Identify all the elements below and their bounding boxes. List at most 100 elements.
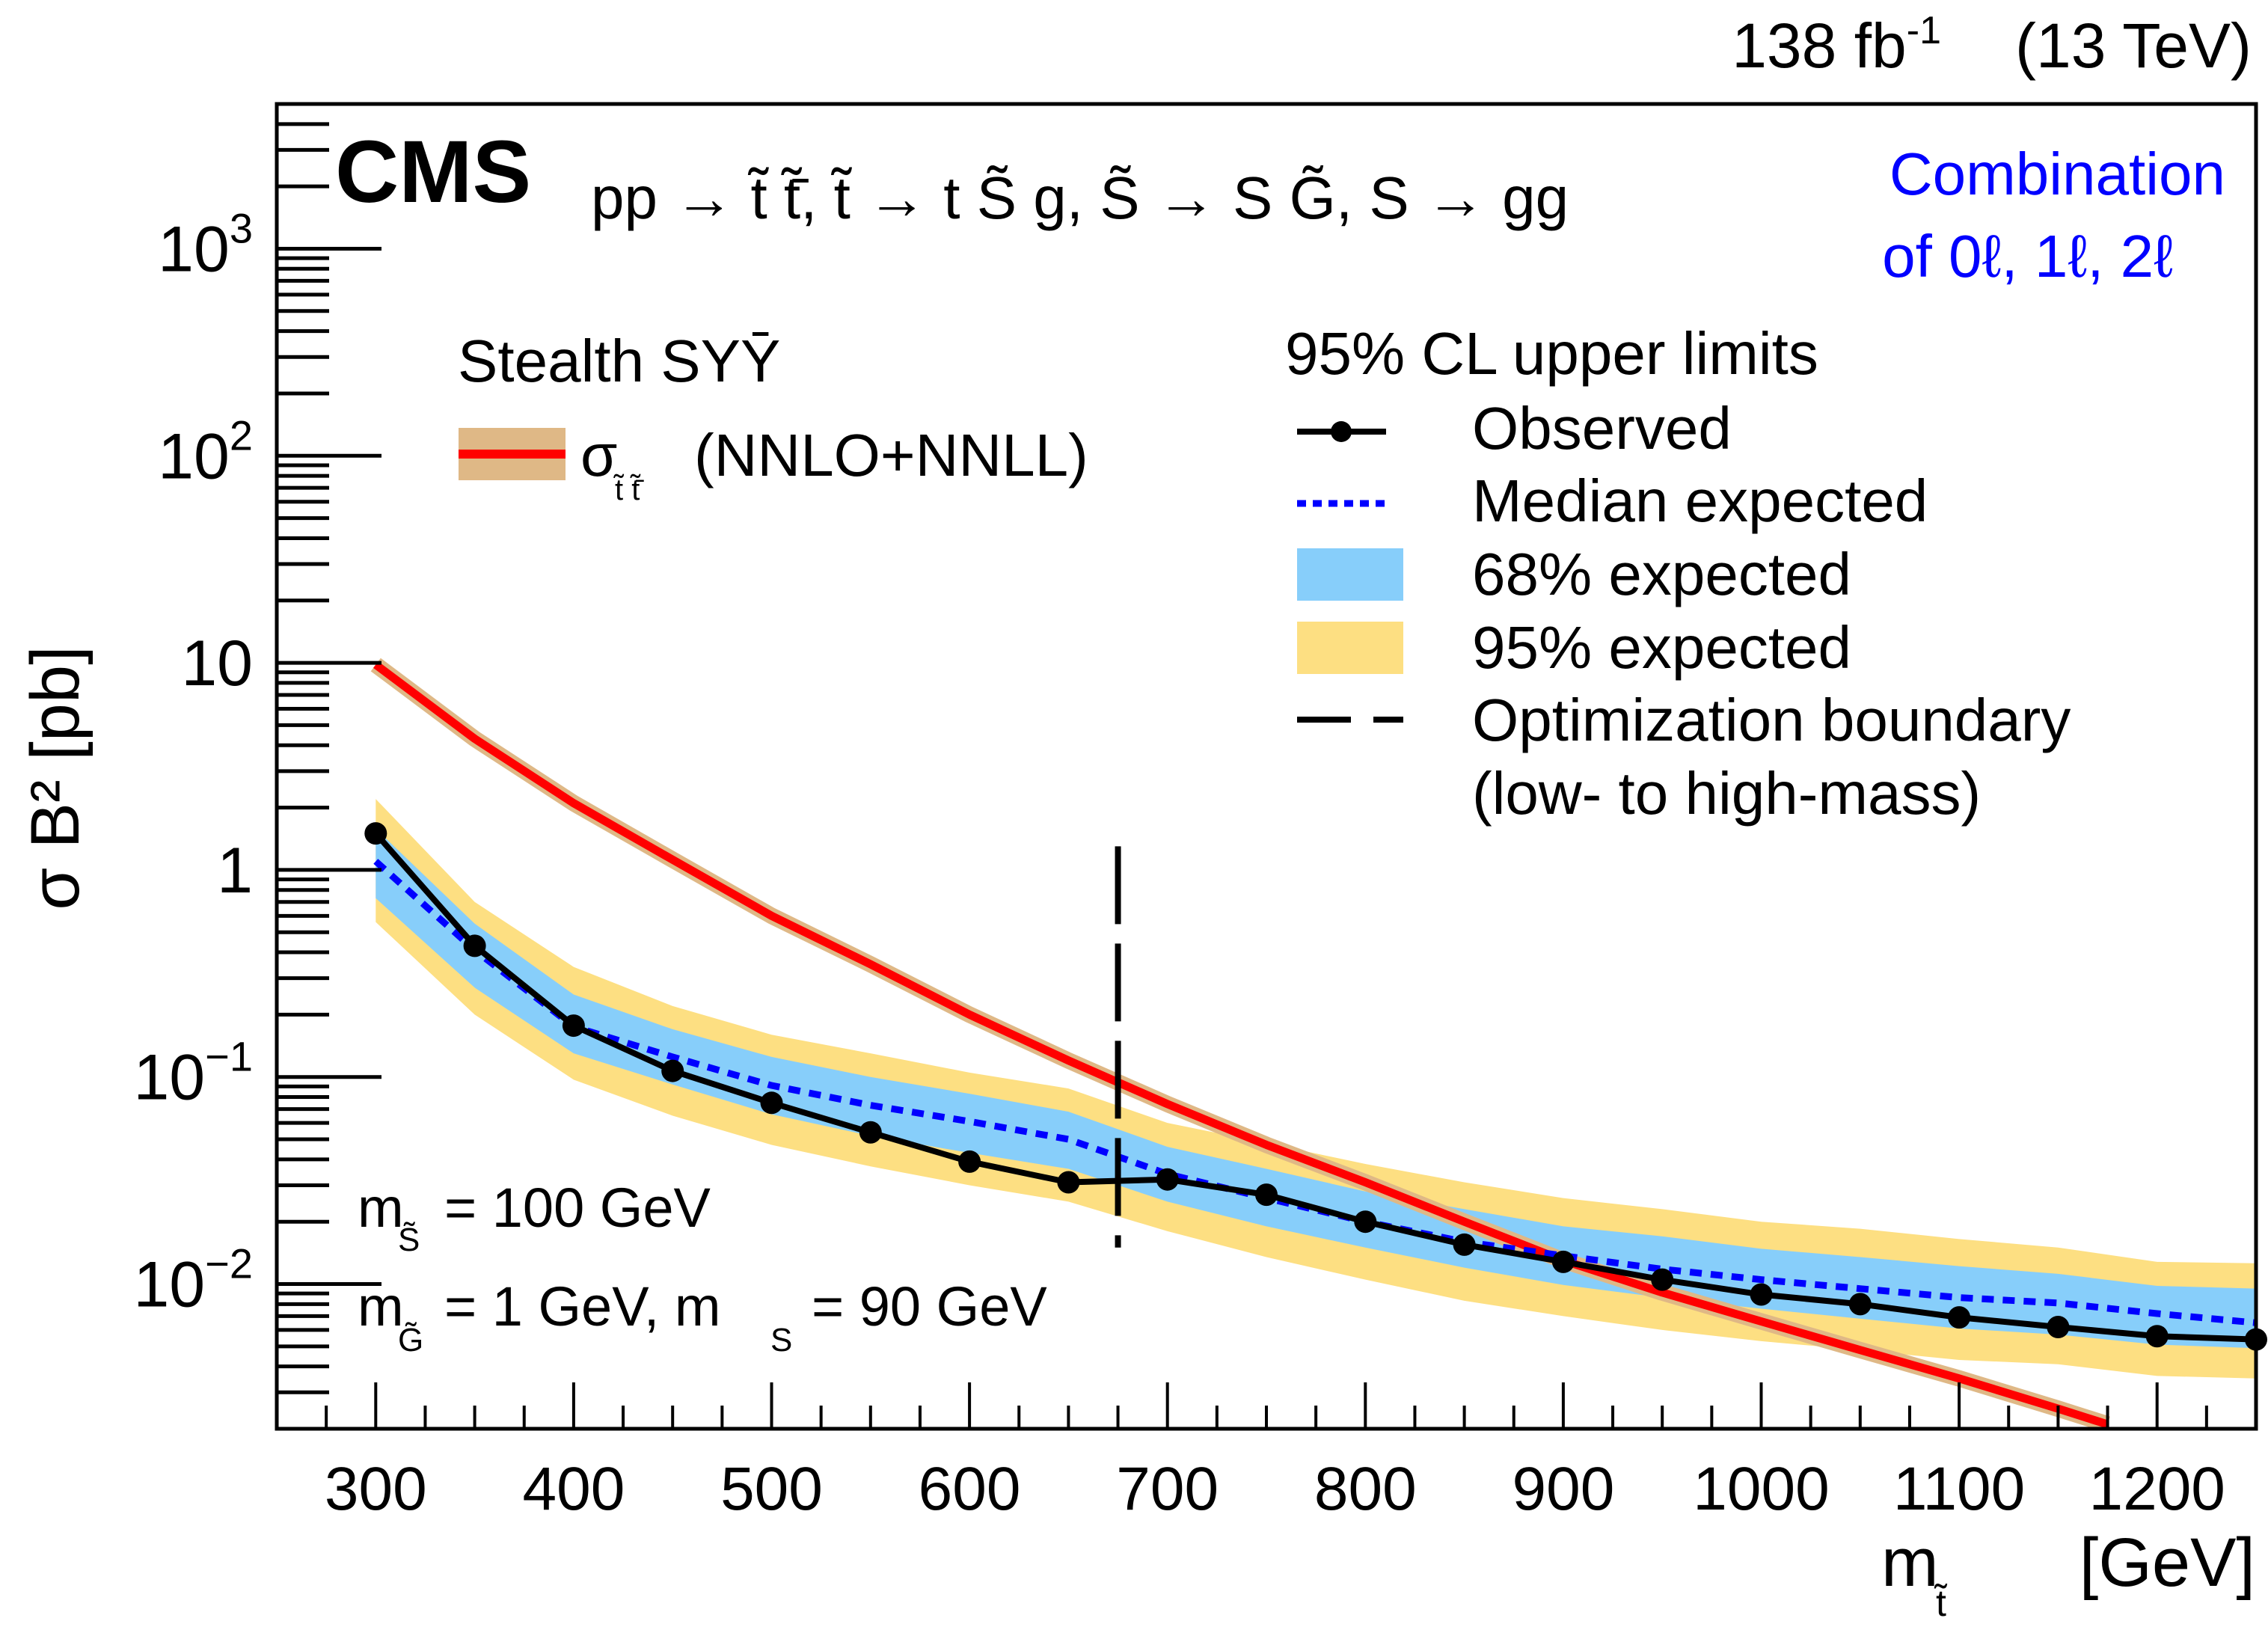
y-tick-label-exponent: −2 [205,1240,253,1287]
expected-bands [376,799,2256,1379]
observed-point [1848,1293,1872,1316]
observed-point [364,822,387,845]
channel-label-line2: of 0ℓ, 1ℓ, 2ℓ [1882,223,2173,289]
band-95-expected [376,799,2256,1379]
y-tick-label-exponent: 2 [230,411,253,459]
legend-theory-line-swatch [459,450,566,459]
y-tick-label: 10−2 [133,1240,253,1321]
observed-point [1255,1183,1278,1207]
axis-tick-labels: 300 400 500 600 700 800 900 1000 1100 120010−210−… [133,204,2225,1523]
x-tick-label: 900 [1512,1455,1614,1523]
y-tick-label-base: 10 [133,1249,205,1321]
legend-right-title: 95% CL upper limits [1285,320,1818,387]
legend-68-label: 68% expected [1472,541,1851,607]
legend-theory-subscript: t̃ t̃̄ [613,474,645,506]
observed-point [1750,1283,1773,1306]
legend-95-label: 95% expected [1472,614,1851,681]
observed-point [1651,1268,1674,1291]
observed-line [373,831,2256,1343]
observed-point [958,1150,981,1173]
x-tick-label: 1100 [1893,1455,2025,1523]
observed-points [364,822,2267,1351]
mass-annotation-1-prefix: m [358,1177,404,1239]
observed-point [859,1121,882,1144]
legend-observed-marker [1331,421,1352,442]
y-tick-label-base: 10 [158,213,230,285]
process-label: pp → t̃ t̃̄, t̃ → t S̃ g, S̃ → S G̃, S →… [591,165,1569,231]
y-tick-label: 102 [158,411,253,492]
observed-point [2145,1325,2169,1348]
observed-point [562,1014,585,1038]
legend-68-entry: 68% expected [1297,541,1851,607]
cms-label: CMS [335,123,531,221]
energy-label: (13 TeV) [2015,10,2252,81]
lumi-value: 138 fb [1732,10,1907,81]
x-axis-title: m t̃ [GeV] [1881,1525,2255,1624]
mass-annotation-2-sub: G̃ [398,1322,423,1358]
observed-point [1948,1306,1971,1329]
x-axis-title-symbol: m [1881,1525,1939,1601]
x-tick-label: 1000 [1693,1455,1829,1523]
legend-boundary-label-2: (low- to high-mass) [1472,760,1981,827]
observed-point [1551,1250,1575,1273]
observed-point [463,934,486,957]
legend-boundary-entry: Optimization boundary (low- to high-mass… [1297,687,2071,827]
mass-annotation-1-sub: S̃ [398,1222,420,1258]
limit-lines [373,831,2256,1343]
y-tick-label: 10−1 [133,1033,253,1114]
x-tick-label: 1200 [2088,1455,2225,1523]
legend-observed-label: Observed [1472,395,1732,462]
legend-expected-entry: Median expected [1297,468,1928,534]
lumi-exponent: -1 [1907,9,1941,52]
y-tick-label-exponent: −1 [205,1033,253,1080]
y-tick-label: 1 [217,835,253,907]
legend-theory-label: (NNLO+NNLL) [694,422,1088,488]
legend-boundary-label: Optimization boundary [1472,687,2071,753]
legend-95-swatch [1297,622,1403,674]
median-expected-line [373,859,2256,1326]
lumi-label: 138 fb-1 [1732,9,1941,81]
y-tick-label: 10 [181,628,253,699]
x-axis-title-subscript: t̃ [1934,1582,1947,1624]
x-axis-title-unit: [GeV] [2079,1525,2255,1601]
observed-point [1453,1233,1476,1256]
y-tick-label-base: 10 [181,628,253,699]
legend-theory-entry: σ t̃ t̃̄ (NNLO+NNLL) [459,422,1088,506]
legend-observed-entry: Observed [1297,395,1732,462]
x-tick-label: 600 [919,1455,1021,1523]
observed-point [2047,1315,2070,1338]
mass-annotation-2: m G̃ = 1 GeV, m S = 90 GeV [358,1275,1047,1358]
observed-point [1057,1171,1080,1194]
mass-annotation-1-value: = 100 GeV [444,1177,711,1239]
band-68-expected [376,828,2256,1349]
legend-theory-symbol: σ [580,422,617,488]
channel-label-line1: Combination [1890,141,2225,207]
observed-point [661,1059,684,1082]
y-tick-label-base: 10 [133,1042,205,1114]
legend-68-swatch [1297,548,1403,601]
x-tick-label: 400 [522,1455,625,1523]
x-tick-label: 300 [325,1455,427,1523]
y-tick-label-exponent: 3 [230,204,253,251]
x-tick-label: 500 [720,1455,823,1523]
y-tick-label-base: 1 [217,835,253,907]
y-tick-label-base: 10 [158,420,230,492]
observed-point [760,1091,783,1115]
x-tick-label: 700 [1116,1455,1219,1523]
legend-95-entry: 95% expected [1297,614,1851,681]
mass-annotation-2-mid: = 1 GeV, m [444,1275,721,1338]
theory-cross-section-line [373,661,2109,1429]
mass-annotation-1: m S̃ = 100 GeV [358,1177,711,1258]
axis-ticks [277,102,2208,1431]
y-tick-label: 103 [158,204,253,285]
theory-curve-group [370,658,2110,1429]
y-axis-title: σ B² [pb] [17,646,94,910]
mass-annotation-2-value: = 90 GeV [812,1275,1047,1338]
mass-annotation-2-prefix: m [358,1275,404,1338]
legend-expected-label: Median expected [1472,468,1928,534]
observed-point [1156,1168,1179,1191]
x-tick-label: 800 [1314,1455,1417,1523]
observed-point [1354,1210,1377,1234]
legend-left-title: Stealth SYȲ [458,328,780,394]
